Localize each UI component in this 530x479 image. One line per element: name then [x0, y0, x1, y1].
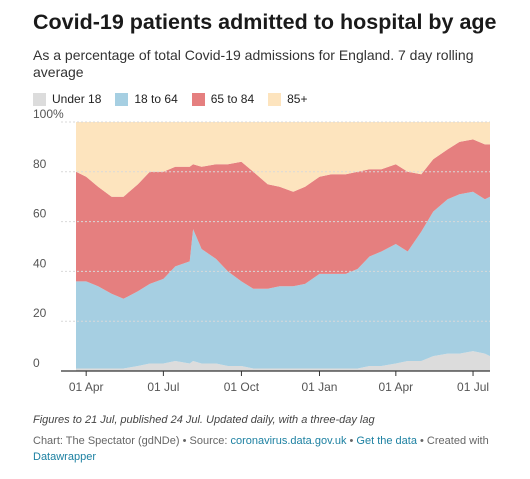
legend-swatch-18-to-64: [115, 92, 129, 106]
get-data-link[interactable]: Get the data: [356, 435, 417, 447]
chart-legend: Under 18 18 to 64 65 to 84 85+: [33, 92, 321, 106]
area-65-to-84: [76, 139, 490, 299]
area-85-: [76, 122, 490, 197]
legend-swatch-under-18: [33, 92, 46, 106]
legend-label-85-plus: 85+: [287, 92, 308, 106]
chart-source: Chart: The Spectator (gdNDe) • Source: c…: [33, 433, 503, 465]
datawrapper-link[interactable]: Datawrapper: [33, 451, 96, 463]
x-tick-label: 01 Jul: [457, 380, 489, 394]
y-tick-label: 60: [33, 207, 47, 221]
created-with-text: • Created with: [416, 435, 489, 447]
y-tick-label: 0: [33, 356, 40, 370]
legend-swatch-65-to-84: [191, 92, 205, 106]
legend-label-65-to-84: 65 to 84: [210, 92, 255, 106]
source-link[interactable]: coronavirus.data.gov.uk: [230, 435, 347, 447]
y-tick-label: 80: [33, 157, 47, 171]
x-tick-label: 01 Jul: [147, 380, 179, 394]
chart-title: Covid-19 patients admitted to hospital b…: [33, 10, 497, 34]
y-tick-label: 20: [33, 306, 47, 320]
area-series-group: [76, 122, 490, 371]
legend-label-under-18: Under 18: [52, 92, 102, 106]
legend-item-85-plus: 85+: [268, 92, 307, 106]
x-tick-label: 01 Oct: [224, 380, 260, 394]
legend-swatch-85-plus: [268, 92, 282, 106]
x-tick-label: 01 Apr: [69, 380, 104, 394]
chart-note: Figures to 21 Jul, published 24 Jul. Upd…: [33, 414, 375, 426]
area-under-18: [76, 351, 490, 371]
chart-subtitle: As a percentage of total Covid-19 admiss…: [33, 47, 474, 80]
source-prefix: Chart: The Spectator (gdNDe) • Source:: [33, 435, 231, 447]
x-tick-label: 01 Apr: [378, 380, 413, 394]
legend-label-18-to-64: 18 to 64: [134, 92, 178, 106]
legend-item-under-18: Under 18: [33, 92, 101, 106]
source-separator: •: [346, 435, 357, 447]
x-axis: 01 Apr 01 Jul 01 Oct 01 Jan 01 Apr 01 Jul: [69, 371, 489, 394]
y-axis: 0 20 40 60 80 100%: [33, 107, 64, 370]
gridlines: [61, 121, 490, 372]
legend-item-65-to-84: 65 to 84: [191, 92, 255, 106]
y-tick-label: 100%: [33, 107, 64, 121]
area-18-to-64: [76, 191, 490, 369]
x-tick-label: 01 Jan: [301, 380, 337, 394]
legend-item-18-to-64: 18 to 64: [115, 92, 178, 106]
y-tick-label: 40: [33, 256, 47, 270]
